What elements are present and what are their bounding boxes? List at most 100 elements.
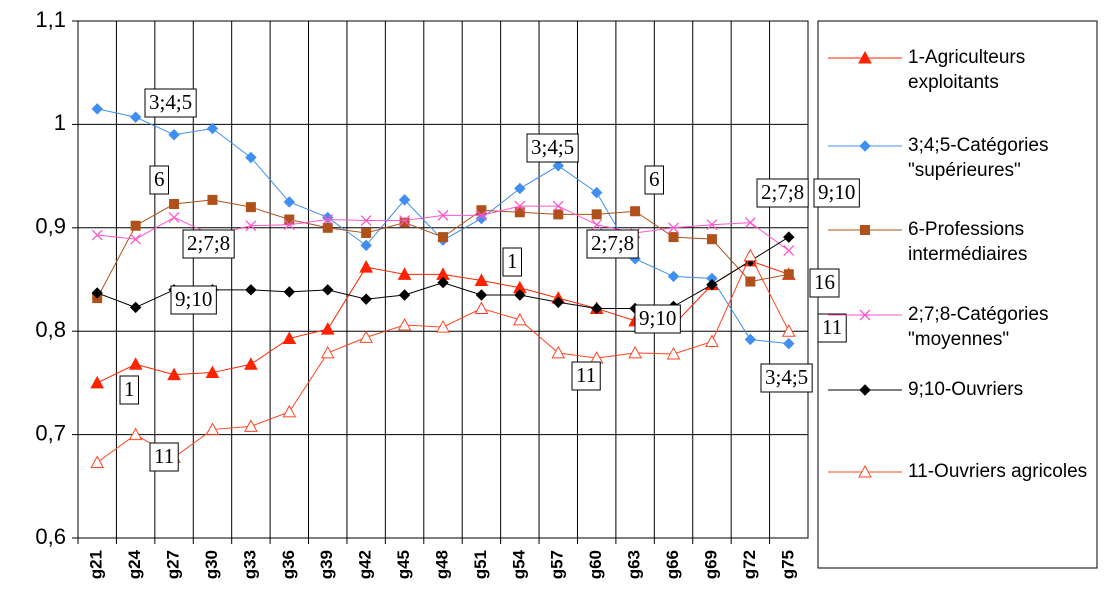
annotation-box bbox=[817, 313, 847, 343]
plot-border bbox=[77, 20, 809, 539]
marker bbox=[514, 289, 526, 301]
x-tick-label: g45 bbox=[394, 550, 413, 579]
annotation-box bbox=[634, 304, 681, 334]
annotation-text: 16 bbox=[814, 270, 835, 294]
marker bbox=[244, 419, 258, 432]
x-tick-label: g42 bbox=[356, 550, 375, 579]
annotation: 3;4;5 bbox=[760, 363, 813, 393]
x-tick-label: g33 bbox=[240, 550, 259, 579]
marker bbox=[475, 212, 488, 225]
marker bbox=[512, 312, 527, 326]
x-tick-label: g54 bbox=[509, 549, 528, 579]
x-tick-label: g51 bbox=[471, 550, 490, 579]
annotation-box bbox=[809, 268, 840, 298]
marker bbox=[359, 260, 374, 273]
x-tick-label: g72 bbox=[740, 550, 759, 579]
marker bbox=[205, 365, 220, 379]
marker bbox=[859, 140, 871, 152]
marker bbox=[705, 334, 719, 348]
x-tick-label: g63 bbox=[625, 550, 644, 579]
marker bbox=[783, 337, 795, 350]
marker bbox=[283, 219, 295, 231]
marker bbox=[320, 345, 335, 359]
annotation: 6 bbox=[149, 165, 169, 195]
marker bbox=[590, 186, 603, 199]
marker bbox=[552, 296, 564, 308]
marker bbox=[859, 309, 871, 321]
y-tick-label: 1,1 bbox=[35, 7, 66, 32]
x-tick-label: g57 bbox=[548, 550, 567, 579]
marker bbox=[283, 196, 296, 208]
x-tick-label: g69 bbox=[701, 550, 720, 579]
y-tick-label: 0,9 bbox=[35, 214, 66, 239]
marker bbox=[630, 206, 641, 217]
marker bbox=[245, 151, 257, 164]
x-tick-label: g60 bbox=[586, 550, 605, 579]
legend-label: 1-Agriculteurs exploitants bbox=[908, 47, 1026, 93]
marker bbox=[783, 269, 794, 280]
marker bbox=[666, 346, 681, 360]
annotation: 2;7;8 bbox=[182, 229, 235, 259]
annotation: 1 bbox=[119, 375, 139, 405]
marker bbox=[398, 289, 411, 301]
x-tick-label: g66 bbox=[663, 550, 682, 579]
marker bbox=[667, 270, 680, 283]
marker bbox=[744, 217, 756, 229]
marker bbox=[284, 214, 295, 225]
marker bbox=[474, 301, 489, 314]
marker bbox=[474, 273, 489, 287]
marker bbox=[322, 284, 334, 296]
annotation-box bbox=[571, 361, 601, 391]
marker bbox=[90, 455, 105, 469]
annotation-text: 2;7;8 bbox=[591, 231, 634, 255]
annotation-box bbox=[502, 247, 522, 277]
annotation-box bbox=[119, 375, 139, 405]
marker bbox=[322, 211, 334, 224]
marker bbox=[245, 220, 257, 232]
annotation: 9;10 bbox=[170, 285, 217, 315]
marker bbox=[438, 232, 448, 243]
annotation-text: 1 bbox=[507, 249, 518, 273]
x-tick-label: g24 bbox=[125, 549, 144, 579]
marker bbox=[129, 301, 142, 314]
annotation: 2;7;8 bbox=[586, 229, 639, 259]
legend-label: 11-Ouvriers agricoles bbox=[908, 461, 1088, 482]
marker bbox=[437, 209, 449, 221]
marker bbox=[552, 200, 564, 212]
marker bbox=[475, 289, 488, 301]
marker bbox=[205, 422, 220, 435]
annotation: 3;4;5 bbox=[526, 133, 579, 163]
annotation-text: 11 bbox=[822, 315, 842, 339]
marker bbox=[743, 248, 758, 262]
annotation: 11 bbox=[149, 442, 179, 472]
marker bbox=[860, 225, 870, 235]
marker bbox=[130, 220, 141, 231]
marker bbox=[322, 222, 333, 233]
annotation-text: 6 bbox=[154, 167, 165, 191]
x-tick-label: g27 bbox=[164, 550, 183, 579]
marker bbox=[169, 199, 180, 210]
annotation-text: 2;7;8 bbox=[187, 231, 230, 255]
legend-label: 2;7;8-Catégories "moyennes" bbox=[908, 304, 1049, 350]
marker bbox=[858, 50, 872, 64]
x-tick-label: g36 bbox=[279, 550, 298, 579]
marker bbox=[514, 182, 526, 195]
marker bbox=[476, 205, 487, 216]
marker bbox=[91, 229, 103, 241]
annotation-box bbox=[756, 178, 809, 208]
marker bbox=[91, 287, 103, 299]
marker bbox=[397, 317, 412, 331]
annotation-text: 11 bbox=[154, 444, 174, 468]
x-tick-label: g75 bbox=[778, 550, 797, 579]
marker bbox=[783, 231, 795, 243]
x-tick-label: g39 bbox=[317, 550, 336, 579]
annotation-text: 3;4;5 bbox=[765, 365, 808, 389]
marker bbox=[283, 286, 296, 298]
marker bbox=[475, 209, 487, 221]
y-tick-label: 0,6 bbox=[35, 524, 66, 549]
y-tick-label: 0,7 bbox=[35, 420, 66, 445]
marker bbox=[90, 375, 105, 389]
annotation-text: 2;7;8 bbox=[761, 180, 804, 204]
